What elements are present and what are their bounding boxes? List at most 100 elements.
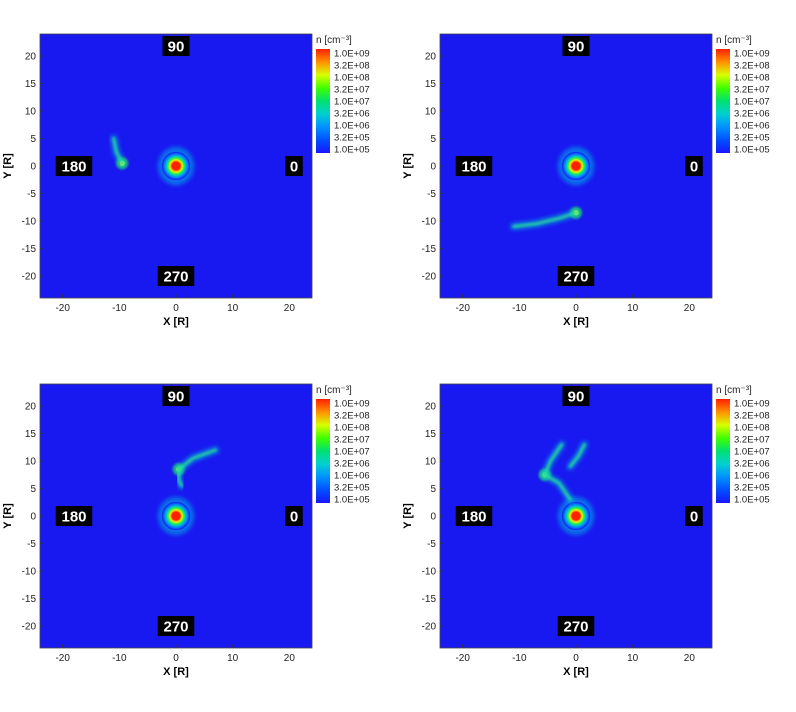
density-source: [161, 501, 191, 531]
colorbar-label: 1.0E+08: [334, 73, 370, 84]
plot-frame: [439, 383, 713, 649]
colorbar-title: n [cm⁻³]: [316, 385, 352, 396]
density-plot-svg: 90 180 0 270 -20 -10 0 10 20 -20 -15 -10 -5 0 5 10 15 20 X…: [2, 383, 370, 678]
angle-label: 180: [61, 509, 86, 526]
angle-label: 90: [568, 389, 585, 406]
y-tick-label: 5: [30, 484, 36, 495]
angle-label-box: [557, 616, 595, 636]
y-tick-label: 10: [425, 107, 437, 118]
colorbar-label: 1.0E+05: [734, 145, 770, 156]
colorbar-label: 3.2E+07: [734, 85, 770, 96]
angle-label: 270: [563, 269, 588, 286]
angle-label: 0: [290, 159, 298, 176]
colorbar-label: 1.0E+09: [734, 399, 770, 410]
x-tick-label: -10: [112, 653, 127, 664]
x-tick-label: -20: [455, 653, 470, 664]
colorbar-label: 3.2E+07: [334, 435, 370, 446]
angle-label-box: [455, 156, 493, 176]
y-tick-label: 0: [30, 162, 36, 173]
y-tick-label: 15: [425, 429, 437, 440]
plume-core: [543, 473, 572, 501]
x-tick-label: -20: [55, 653, 70, 664]
y-tick-label: 10: [25, 457, 37, 468]
y-tick-label: -15: [422, 594, 437, 605]
y-tick-label: 0: [430, 512, 436, 523]
plume-core: [512, 211, 578, 228]
angle-label: 180: [461, 509, 486, 526]
angle-label-box: [562, 386, 590, 406]
plot-panel-bottom-right: 90 180 0 270 -20 -10 0 10 20 -20 -15 -10 -5 0 5 10 15 20 X…: [402, 372, 792, 712]
x-tick-label: -10: [512, 653, 527, 664]
angle-label: 270: [163, 619, 188, 636]
angle-label: 90: [168, 39, 185, 56]
y-axis-title: Y [R]: [2, 153, 14, 179]
density-plot-svg: 90 180 0 270 -20 -10 0 10 20 -20 -15 -10 -5 0 5 10 15 20 X…: [2, 33, 370, 328]
angle-label-box: [55, 156, 93, 176]
x-tick-label: 0: [173, 303, 179, 314]
colorbar-label: 1.0E+05: [334, 145, 370, 156]
y-tick-label: 20: [425, 52, 437, 63]
angle-label-box: [685, 156, 703, 176]
x-tick-label: 20: [684, 653, 696, 664]
y-axis-title: Y [R]: [402, 153, 414, 179]
y-tick-label: 20: [25, 52, 37, 63]
plume-core: [177, 448, 217, 471]
y-tick-label: 20: [25, 402, 37, 413]
colorbar-label: 1.0E+05: [734, 495, 770, 506]
plume-core: [177, 468, 183, 488]
angle-label-box: [685, 506, 703, 526]
y-tick-label: 15: [25, 79, 37, 90]
y-tick-label: -5: [427, 189, 436, 200]
y-tick-label: -15: [22, 594, 37, 605]
y-tick-label: 10: [25, 107, 37, 118]
colorbar: [716, 399, 730, 503]
colorbar-label: 1.0E+07: [334, 97, 370, 108]
y-tick-label: -10: [422, 217, 437, 228]
x-tick-label: 20: [284, 653, 296, 664]
x-tick-label: 0: [573, 303, 579, 314]
plot-panel-top-right: 90 180 0 270 -20 -10 0 10 20 -20 -15 -10 -5 0 5 10 15 20 X…: [402, 22, 792, 362]
angle-label: 270: [563, 619, 588, 636]
y-tick-label: 5: [30, 134, 36, 145]
colorbar-label: 3.2E+06: [334, 459, 370, 470]
plot-frame: [39, 383, 313, 649]
angle-label: 180: [61, 159, 86, 176]
plume-core: [569, 443, 586, 468]
density-plot-svg: 90 180 0 270 -20 -10 0 10 20 -20 -15 -10 -5 0 5 10 15 20 X…: [402, 33, 770, 328]
x-axis-title: X [R]: [163, 316, 189, 328]
colorbar-label: 1.0E+06: [334, 121, 370, 132]
y-tick-label: -20: [422, 272, 437, 283]
angle-label-box: [157, 266, 195, 286]
colorbar-label: 1.0E+08: [734, 423, 770, 434]
y-tick-label: -5: [27, 189, 36, 200]
density-source: [561, 501, 591, 531]
plume-core: [543, 443, 564, 477]
colorbar-label: 3.2E+08: [334, 411, 370, 422]
x-axis-title: X [R]: [163, 666, 189, 678]
angle-label-box: [285, 156, 303, 176]
colorbar: [316, 49, 330, 153]
angle-label: 180: [461, 159, 486, 176]
colorbar-title: n [cm⁻³]: [716, 385, 752, 396]
x-tick-label: 10: [227, 653, 239, 664]
x-tick-label: -10: [512, 303, 527, 314]
colorbar-label: 1.0E+06: [734, 471, 770, 482]
y-axis-title: Y [R]: [2, 503, 14, 529]
y-tick-label: -20: [22, 622, 37, 633]
y-tick-label: 0: [30, 512, 36, 523]
y-tick-label: 5: [430, 134, 436, 145]
x-tick-label: 10: [627, 653, 639, 664]
x-tick-label: -10: [112, 303, 127, 314]
density-source: [161, 151, 191, 181]
x-tick-label: 10: [227, 303, 239, 314]
angle-label-box: [285, 506, 303, 526]
colorbar-label: 3.2E+06: [334, 109, 370, 120]
colorbar-label: 1.0E+07: [334, 447, 370, 458]
plume-core: [112, 137, 124, 165]
x-tick-label: 0: [573, 653, 579, 664]
x-tick-label: -20: [455, 303, 470, 314]
angle-label-box: [55, 506, 93, 526]
angle-label-box: [157, 616, 195, 636]
colorbar-label: 3.2E+08: [734, 411, 770, 422]
plot-frame: [439, 33, 713, 299]
